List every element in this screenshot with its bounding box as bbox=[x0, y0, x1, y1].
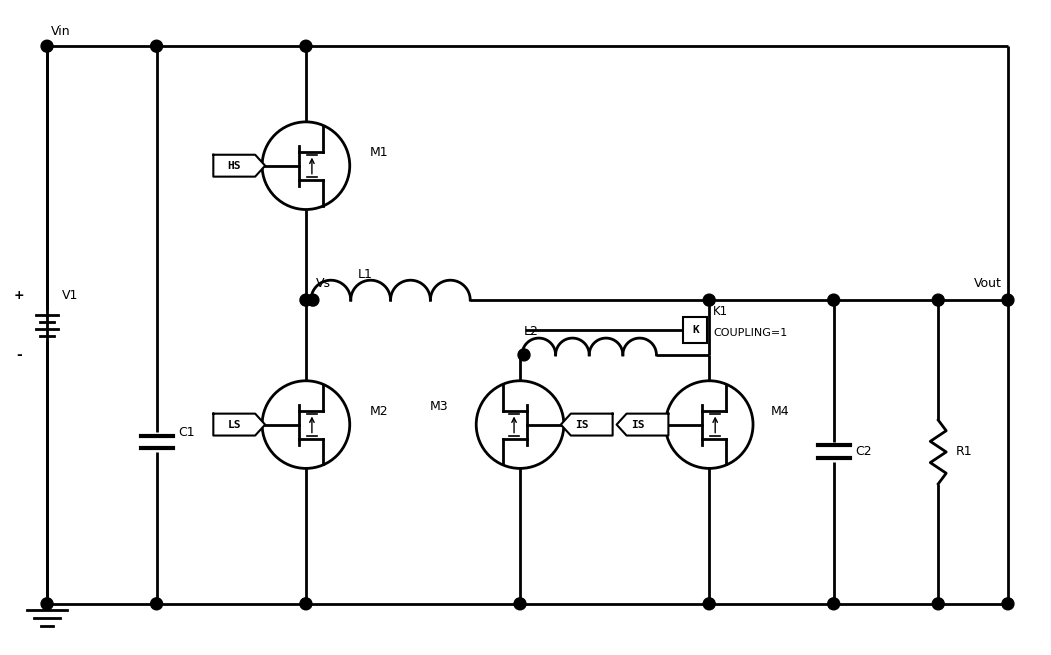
Text: M1: M1 bbox=[370, 145, 388, 159]
Circle shape bbox=[932, 294, 944, 306]
Circle shape bbox=[300, 40, 312, 52]
Text: Vout: Vout bbox=[974, 277, 1002, 290]
Text: R1: R1 bbox=[956, 445, 973, 458]
Circle shape bbox=[518, 349, 530, 361]
Circle shape bbox=[150, 40, 163, 52]
Circle shape bbox=[1002, 598, 1014, 610]
Text: K1: K1 bbox=[714, 305, 728, 318]
Text: V1: V1 bbox=[62, 289, 79, 302]
Circle shape bbox=[828, 598, 840, 610]
Text: M2: M2 bbox=[370, 405, 388, 418]
Circle shape bbox=[300, 598, 312, 610]
Text: C1: C1 bbox=[179, 426, 195, 439]
Circle shape bbox=[307, 294, 318, 306]
Circle shape bbox=[150, 598, 163, 610]
Polygon shape bbox=[617, 414, 668, 436]
Text: Vin: Vin bbox=[51, 26, 70, 38]
Text: HS: HS bbox=[227, 160, 241, 171]
Polygon shape bbox=[213, 414, 265, 436]
Text: L2: L2 bbox=[524, 325, 539, 338]
Text: L1: L1 bbox=[358, 268, 373, 281]
Text: -: - bbox=[16, 348, 22, 362]
Text: COUPLING=1: COUPLING=1 bbox=[714, 328, 787, 338]
Circle shape bbox=[41, 40, 53, 52]
Circle shape bbox=[300, 294, 312, 306]
Circle shape bbox=[41, 598, 53, 610]
Polygon shape bbox=[213, 155, 265, 177]
Text: C2: C2 bbox=[856, 445, 872, 458]
Text: M3: M3 bbox=[430, 400, 449, 413]
FancyBboxPatch shape bbox=[683, 317, 707, 343]
Text: LS: LS bbox=[227, 420, 241, 430]
Text: IS: IS bbox=[631, 420, 644, 430]
Circle shape bbox=[703, 294, 715, 306]
Text: IS: IS bbox=[575, 420, 589, 430]
Text: M4: M4 bbox=[771, 405, 789, 418]
Circle shape bbox=[514, 598, 526, 610]
Text: K: K bbox=[692, 325, 699, 335]
Circle shape bbox=[1002, 294, 1014, 306]
Text: Vs: Vs bbox=[316, 277, 331, 290]
Polygon shape bbox=[561, 414, 613, 436]
Circle shape bbox=[932, 598, 944, 610]
Text: +: + bbox=[14, 289, 24, 302]
Circle shape bbox=[828, 294, 840, 306]
Circle shape bbox=[703, 598, 715, 610]
